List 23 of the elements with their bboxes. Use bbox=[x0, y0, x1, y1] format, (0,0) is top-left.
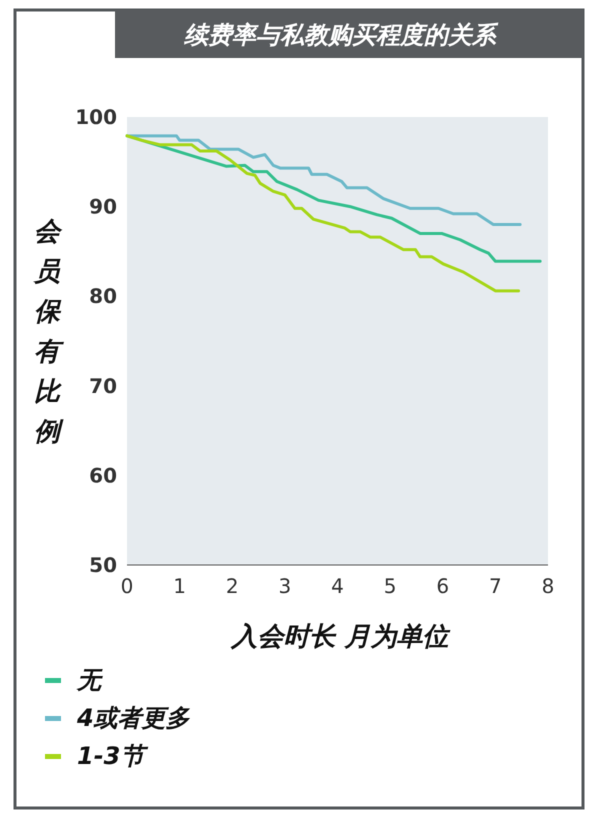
x-tick-label: 2 bbox=[226, 574, 239, 598]
legend-label: 无 bbox=[76, 666, 103, 694]
x-tick-label: 4 bbox=[331, 574, 344, 598]
y-tick-label: 100 bbox=[75, 105, 117, 129]
y-tick-label: 60 bbox=[89, 463, 117, 488]
y-tick-label: 80 bbox=[89, 284, 117, 308]
x-tick-label: 5 bbox=[384, 574, 396, 598]
y-tick-label: 70 bbox=[89, 374, 117, 398]
line-series bbox=[126, 134, 520, 292]
x-tick-label: 7 bbox=[489, 574, 502, 598]
x-tick-label: 0 bbox=[120, 574, 134, 598]
line-series bbox=[126, 134, 522, 226]
legend-label: 1-3节 bbox=[77, 742, 148, 770]
x-tick-label: 1 bbox=[173, 574, 186, 598]
legend-label: 4或者更多 bbox=[76, 704, 191, 732]
y-tick-label: 90 bbox=[89, 194, 117, 219]
x-tick-label: 6 bbox=[436, 574, 450, 598]
y-tick-label: 50 bbox=[89, 553, 117, 577]
x-axis-title: 入会时长 月为单位 bbox=[229, 622, 451, 652]
y-axis-title: 会员保有比例 bbox=[33, 217, 65, 447]
x-tick-label: 3 bbox=[278, 574, 292, 598]
x-tick-label: 8 bbox=[542, 574, 554, 598]
chart-title: 续费率与私教购买程度的关系 bbox=[184, 21, 499, 49]
